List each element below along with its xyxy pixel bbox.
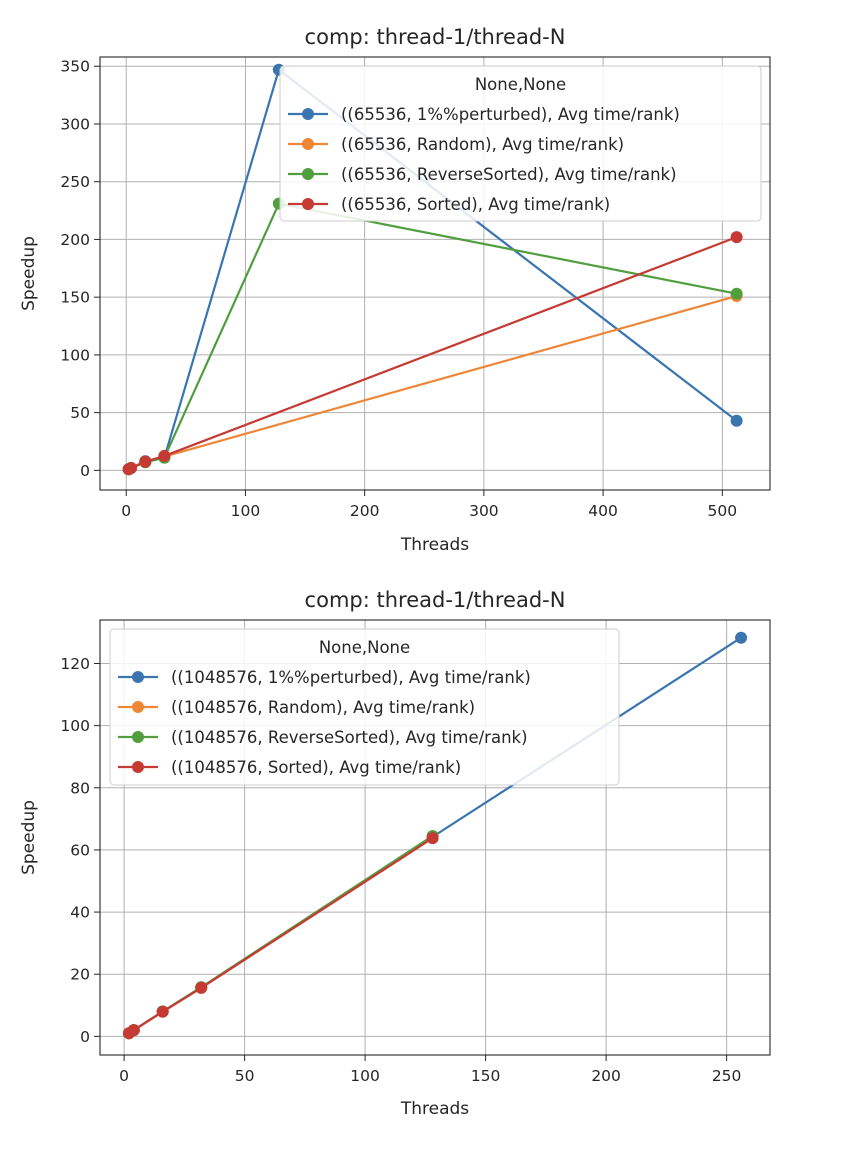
- data-point: [195, 981, 208, 994]
- plot-frame: [99, 619, 771, 1056]
- legend-swatch-marker: [132, 761, 144, 773]
- series-3: [122, 832, 439, 1040]
- x-tick-label: 0: [119, 1067, 129, 1085]
- series-line: [128, 294, 737, 471]
- x-tick-label: 150: [471, 1067, 501, 1085]
- x-tick-label: 50: [235, 1067, 255, 1085]
- y-tick-label: 100: [60, 717, 90, 735]
- y-tick-label: 350: [60, 58, 90, 76]
- legend-swatch-marker: [302, 108, 314, 120]
- x-tick-label: 400: [588, 502, 618, 520]
- y-tick-label: 250: [60, 173, 90, 191]
- x-axis-label: Threads: [400, 535, 469, 555]
- data-point: [139, 455, 152, 468]
- legend: None,None ((1048576, 1%%perturbed), Avg t…: [109, 628, 620, 786]
- x-tick-label: 0: [121, 502, 131, 520]
- y-tick-label: 150: [60, 289, 90, 307]
- data-point: [127, 1024, 140, 1037]
- data-point: [735, 631, 748, 644]
- legend-swatch-marker: [302, 168, 314, 180]
- legend-swatch-marker: [132, 731, 144, 743]
- y-tick-label: 100: [60, 346, 90, 364]
- data-point: [730, 287, 743, 300]
- y-tick-label: 120: [60, 655, 90, 673]
- chart-bottom: comp: thread-1/thread-N 0 50 100 150 200 250 0 2…: [19, 588, 771, 1119]
- series-3: [122, 231, 743, 476]
- series-line: [128, 837, 434, 1035]
- legend-swatch-marker: [302, 138, 314, 150]
- chart-top: comp: thread-1/thread-N 0 100 200 300 400 500 0…: [19, 25, 771, 555]
- y-axis-label: Speedup: [19, 236, 39, 311]
- y-tick-label: 50: [70, 404, 90, 422]
- x-tick-label: 500: [708, 502, 738, 520]
- y-tick-label: 0: [80, 1028, 90, 1046]
- series-line: [128, 202, 737, 471]
- legend-swatch-marker: [302, 198, 314, 210]
- data-point: [730, 414, 743, 427]
- x-tick-label: 200: [350, 502, 380, 520]
- legend-entry: ((65536, Sorted), Avg time/rank): [341, 195, 610, 214]
- data-point: [158, 449, 171, 462]
- chart-title: comp: thread-1/thread-N: [305, 25, 566, 49]
- y-tick-label: 20: [70, 966, 90, 984]
- legend-entry: ((1048576, ReverseSorted), Avg time/rank…: [171, 728, 528, 747]
- legend-entry: ((65536, 1%%perturbed), Avg time/rank): [341, 105, 680, 124]
- legend-title: None,None: [475, 75, 566, 94]
- data-point: [124, 462, 137, 475]
- x-tick-label: 100: [350, 1067, 380, 1085]
- legend-entry: ((65536, ReverseSorted), Avg time/rank): [341, 165, 677, 184]
- y-tick-label: 300: [60, 115, 90, 133]
- chart-title: comp: thread-1/thread-N: [305, 588, 566, 612]
- x-axis-label: Threads: [400, 1099, 469, 1119]
- x-tick-label: 200: [591, 1067, 621, 1085]
- series-1: [122, 290, 743, 476]
- x-tick-label: 250: [712, 1067, 742, 1085]
- legend-title: None,None: [319, 638, 410, 657]
- data-point: [156, 1005, 169, 1018]
- y-tick-label: 0: [80, 462, 90, 480]
- legend-box: [109, 628, 620, 786]
- legend-entry: ((1048576, 1%%perturbed), Avg time/rank): [171, 668, 531, 687]
- plot-frame: [99, 56, 771, 491]
- legend: None,None ((65536, 1%%perturbed), Avg tim…: [279, 65, 762, 222]
- y-tick-label: 200: [60, 231, 90, 249]
- x-tick-label: 300: [469, 502, 499, 520]
- y-tick-label: 40: [70, 904, 90, 922]
- legend-entry: ((65536, Random), Avg time/rank): [341, 135, 624, 154]
- y-tick-label: 80: [70, 779, 90, 797]
- data-point: [426, 832, 439, 845]
- y-tick-label: 60: [70, 841, 90, 859]
- legend-entry: ((1048576, Random), Avg time/rank): [171, 698, 475, 717]
- legend-box: [279, 65, 762, 222]
- legend-swatch-marker: [132, 671, 144, 683]
- y-axis-label: Speedup: [19, 800, 39, 875]
- x-tick-label: 100: [231, 502, 261, 520]
- data-point: [730, 231, 743, 244]
- legend-entry: ((1048576, Sorted), Avg time/rank): [171, 758, 461, 777]
- legend-swatch-marker: [132, 701, 144, 713]
